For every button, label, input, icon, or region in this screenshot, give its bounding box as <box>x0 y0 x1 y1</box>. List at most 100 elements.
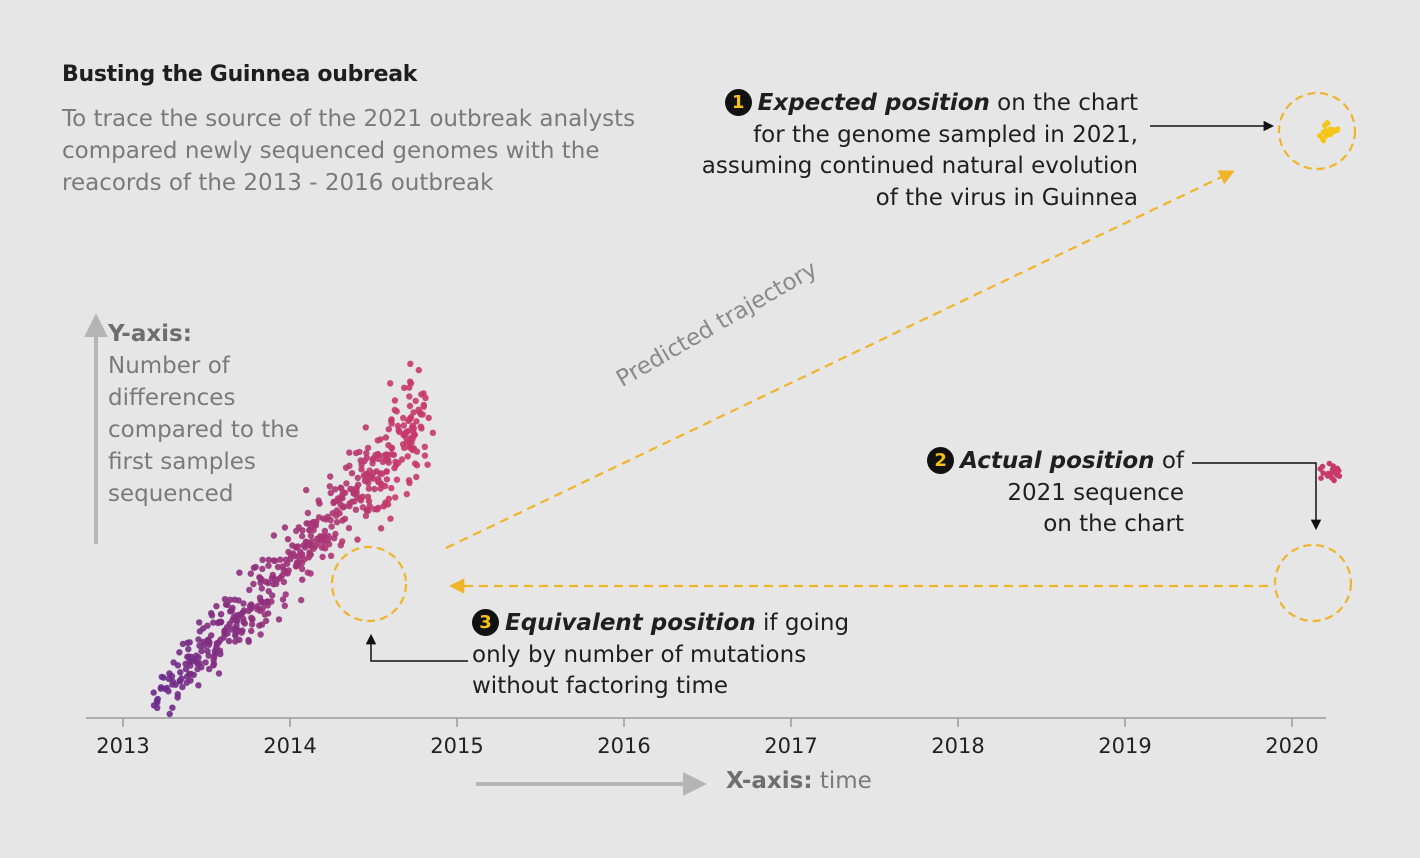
data-point <box>339 517 346 524</box>
data-point <box>413 462 421 469</box>
callout-number-badge: 3 <box>472 609 499 636</box>
callout-text: without factoring time <box>472 673 728 699</box>
data-point <box>271 557 279 565</box>
data-point <box>236 611 243 618</box>
data-point <box>201 642 208 649</box>
data-point <box>259 556 266 563</box>
data-point <box>231 596 238 603</box>
data-point <box>246 586 253 594</box>
data-point <box>369 460 376 467</box>
data-point <box>412 397 419 405</box>
data-point <box>411 431 418 438</box>
data-point <box>365 485 373 492</box>
data-point <box>284 536 292 543</box>
data-point <box>337 484 344 491</box>
data-point <box>231 625 239 632</box>
data-point <box>302 538 310 546</box>
data-point <box>298 596 305 604</box>
callout-text: on the chart <box>989 90 1138 116</box>
data-point <box>202 659 209 666</box>
data-point <box>333 512 340 519</box>
data-point <box>210 619 217 626</box>
data-point <box>418 425 425 432</box>
data-point <box>382 434 390 441</box>
data-point <box>198 664 205 671</box>
data-point <box>364 493 372 500</box>
data-point <box>400 414 407 422</box>
callout3-leader <box>365 633 468 662</box>
data-point <box>299 576 306 583</box>
data-point <box>406 384 413 391</box>
data-point <box>391 464 398 472</box>
data-point <box>321 527 329 535</box>
data-point <box>333 507 341 514</box>
data-point <box>331 486 339 493</box>
data-point <box>170 659 177 666</box>
data-point <box>198 647 205 655</box>
scatter-points <box>150 360 437 718</box>
data-point <box>264 598 271 605</box>
data-point <box>158 673 165 681</box>
cluster-point <box>1317 466 1324 472</box>
data-point <box>236 569 243 576</box>
data-point <box>273 580 280 587</box>
data-point <box>265 556 272 563</box>
data-point <box>232 632 239 639</box>
data-point <box>348 498 356 505</box>
data-point <box>409 446 416 454</box>
data-point <box>408 439 415 446</box>
data-point <box>196 628 204 635</box>
data-point <box>230 613 237 621</box>
data-point <box>406 416 413 423</box>
data-point <box>339 538 346 545</box>
data-point <box>174 694 181 701</box>
data-point <box>172 681 179 688</box>
data-point <box>327 516 334 524</box>
data-point <box>217 611 225 618</box>
data-point <box>316 500 323 507</box>
data-point <box>240 619 247 626</box>
data-point <box>307 532 315 539</box>
cluster-point <box>1324 120 1331 127</box>
data-point <box>307 570 314 577</box>
y-axis-description: Number of differences compared to the fi… <box>108 353 299 507</box>
data-point <box>364 444 372 452</box>
data-point <box>370 455 377 462</box>
data-point <box>279 596 287 603</box>
data-point <box>415 406 422 413</box>
data-point <box>328 523 335 530</box>
data-point <box>363 449 370 457</box>
data-point <box>177 669 184 676</box>
data-point <box>213 642 220 650</box>
data-point <box>275 616 283 623</box>
data-point <box>298 553 305 560</box>
actual-position-circle <box>1273 543 1353 623</box>
actual-position-cluster <box>1317 460 1343 484</box>
data-point <box>195 682 202 689</box>
cluster-point <box>1320 129 1327 135</box>
callout-number-badge: 1 <box>724 89 752 116</box>
x-tick-label: 2015 <box>430 734 483 758</box>
data-point <box>258 621 266 628</box>
data-point <box>289 542 296 549</box>
data-point <box>186 639 193 646</box>
data-point <box>337 501 344 508</box>
data-point <box>421 452 429 459</box>
data-point <box>375 478 382 486</box>
data-point <box>216 647 224 654</box>
callout-text: for the genome sampled in 2021, <box>753 121 1138 148</box>
data-point <box>283 560 291 567</box>
data-point <box>166 670 173 677</box>
data-point <box>381 482 389 490</box>
data-point <box>354 474 361 482</box>
data-point <box>393 476 401 483</box>
data-point <box>320 539 328 546</box>
data-point <box>226 596 234 603</box>
data-point <box>318 544 326 551</box>
data-point <box>176 678 184 685</box>
data-point <box>276 556 284 563</box>
data-point <box>184 653 191 661</box>
data-point <box>326 483 333 490</box>
callout-emphasis: Actual position <box>960 448 1155 474</box>
data-point <box>182 660 189 668</box>
